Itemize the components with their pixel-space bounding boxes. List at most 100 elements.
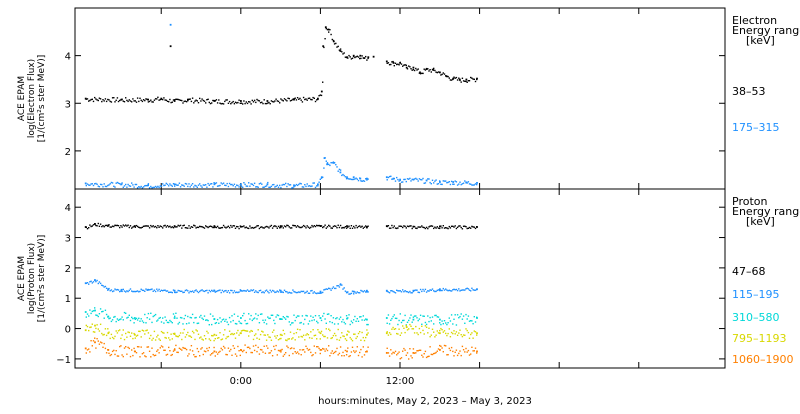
data-point [219, 317, 221, 319]
data-point [391, 178, 393, 180]
data-point [277, 349, 280, 352]
data-point [447, 227, 449, 230]
data-point [120, 345, 122, 347]
data-point [296, 315, 299, 317]
data-point [116, 318, 119, 320]
data-point [135, 352, 138, 354]
data-point [398, 290, 400, 292]
data-point [98, 281, 101, 283]
data-point [197, 226, 200, 229]
data-point [240, 332, 242, 335]
data-point [240, 225, 242, 228]
data-point [154, 98, 157, 100]
data-point [465, 226, 467, 228]
data-point [325, 227, 327, 229]
data-point [196, 347, 198, 350]
data-point [211, 323, 213, 326]
data-point [279, 102, 281, 104]
data-point [98, 330, 101, 332]
data-point [461, 318, 464, 320]
data-point [385, 289, 388, 292]
data-point [263, 345, 265, 347]
data-point [476, 334, 478, 336]
data-point [394, 180, 397, 182]
data-point [471, 332, 473, 334]
data-point [361, 290, 363, 292]
data-point [385, 176, 388, 179]
data-point [476, 350, 478, 353]
data-point [335, 317, 337, 320]
data-point [171, 291, 173, 294]
data-point [257, 186, 259, 188]
legend-entry: 47–68 [732, 265, 766, 278]
data-point [476, 288, 478, 291]
data-point [88, 315, 90, 317]
data-point [282, 183, 284, 186]
data-point [173, 183, 176, 186]
data-point [123, 338, 126, 341]
data-point [339, 169, 342, 171]
data-point [456, 314, 459, 316]
data-point [123, 225, 126, 227]
data-point [274, 291, 276, 294]
data-point [323, 335, 325, 338]
data-point [301, 186, 304, 188]
y-axis-label: [1/(cm²s ster MeV)] [37, 235, 47, 322]
data-point [312, 329, 314, 331]
data-point [218, 185, 220, 187]
data-point [202, 226, 204, 229]
data-point [107, 328, 109, 330]
data-point [350, 178, 353, 181]
data-point [323, 46, 325, 49]
data-point [363, 226, 366, 228]
data-point [397, 333, 399, 335]
data-point [418, 349, 421, 351]
data-point [250, 329, 252, 332]
data-point [455, 331, 458, 333]
data-point [330, 33, 332, 36]
data-point [176, 291, 178, 293]
data-point [273, 225, 275, 228]
data-point [474, 321, 477, 323]
data-point [339, 336, 342, 339]
data-point [185, 183, 188, 185]
data-point [433, 227, 435, 230]
panel-frame [74, 7, 726, 190]
data-point [359, 177, 362, 180]
data-point [312, 316, 314, 318]
data-point [202, 99, 204, 102]
data-point [352, 290, 355, 293]
data-point [431, 288, 434, 290]
data-point [109, 100, 111, 103]
data-point [302, 290, 305, 293]
data-point [393, 225, 395, 227]
data-point [437, 316, 440, 318]
data-point [145, 98, 147, 100]
data-point [279, 350, 281, 352]
data-point [213, 289, 216, 292]
data-point [101, 183, 103, 186]
data-point [136, 334, 139, 336]
data-point [281, 318, 283, 320]
data-point [163, 289, 165, 291]
data-point [199, 316, 201, 318]
data-point [390, 333, 392, 336]
data-point [99, 183, 102, 186]
data-point [385, 60, 388, 63]
data-point [296, 328, 299, 330]
data-point [142, 289, 145, 292]
data-point [169, 183, 171, 185]
data-point [317, 292, 319, 294]
data-point [232, 100, 234, 103]
data-point [305, 227, 307, 229]
data-point [183, 328, 185, 331]
data-point [348, 355, 350, 358]
data-point [179, 332, 182, 334]
data-point [305, 98, 307, 100]
data-point [361, 180, 363, 182]
data-point [316, 346, 318, 348]
data-point [110, 289, 113, 291]
data-point [153, 314, 156, 317]
data-point [336, 227, 338, 229]
data-point [262, 102, 264, 105]
